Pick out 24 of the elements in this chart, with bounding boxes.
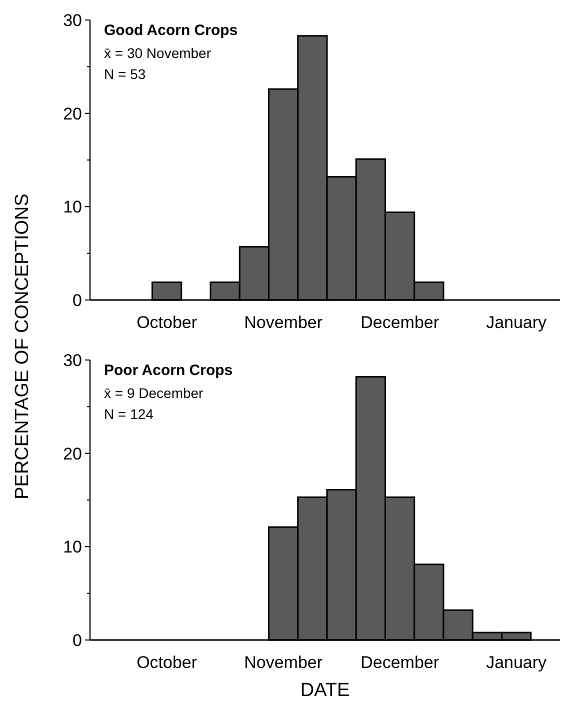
y-tick-label: 30 (63, 10, 82, 30)
annotation: x̄ = 9 December (104, 385, 204, 401)
annotation: N = 124 (104, 406, 154, 422)
y-tick-label: 0 (72, 630, 82, 650)
y-tick-label: 20 (63, 444, 82, 464)
annotation: N = 53 (104, 66, 146, 82)
y-axis-title: PERCENTAGE OF CONCEPTIONS (12, 194, 33, 500)
annotation: x̄ = 30 November (104, 45, 212, 61)
x-tick-label: November (244, 313, 323, 332)
chart-title: Good Acorn Crops (104, 22, 238, 39)
x-tick-label: October (136, 313, 198, 332)
y-tick-label: 10 (63, 538, 82, 557)
x-axis-title: DATE (300, 680, 350, 701)
x-tick-label: December (360, 313, 440, 332)
chart-title: Poor Acorn Crops (104, 362, 233, 379)
y-tick-label: 20 (63, 104, 82, 124)
x-tick-label: January (486, 313, 548, 332)
y-tick-label: 10 (63, 198, 82, 217)
y-tick-label: 30 (63, 350, 82, 370)
x-tick-label: November (244, 653, 323, 672)
x-tick-label: January (486, 653, 548, 672)
x-tick-label: December (360, 653, 440, 672)
y-tick-label: 0 (72, 290, 82, 310)
x-tick-label: October (136, 653, 198, 672)
